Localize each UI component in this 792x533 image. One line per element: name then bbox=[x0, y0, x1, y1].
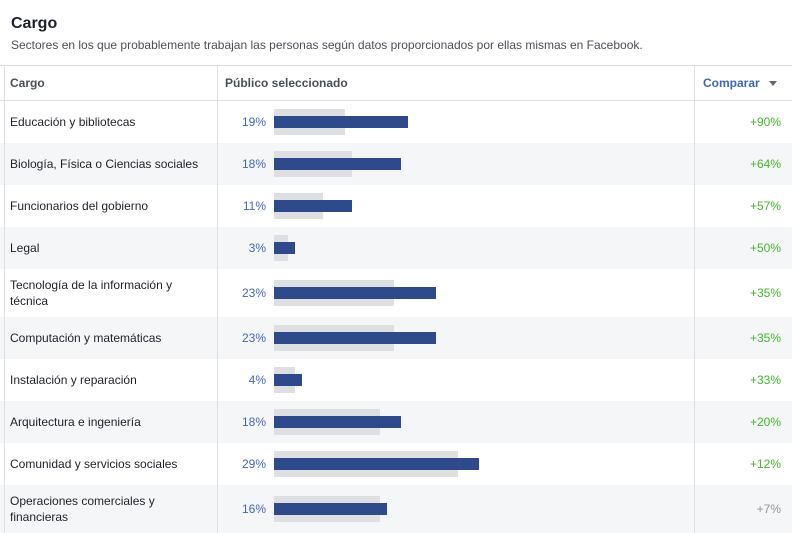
row-bars bbox=[274, 101, 674, 143]
table-row: Legal 3% +50% bbox=[0, 227, 792, 269]
panel-title: Cargo bbox=[11, 15, 58, 32]
row-bars bbox=[274, 359, 674, 401]
rows-list: Educación y bibliotecas 19% +90% Biología, … bbox=[0, 101, 792, 533]
compare-dropdown[interactable]: Comparar bbox=[694, 66, 792, 100]
selected-audience-bar bbox=[274, 416, 401, 428]
row-comparison-delta: +57% bbox=[749, 199, 781, 213]
row-label: Biología, Física o Ciencias sociales bbox=[10, 157, 199, 171]
selected-audience-bar bbox=[274, 503, 387, 515]
selected-audience-bar bbox=[274, 332, 436, 344]
table-row: Funcionarios del gobierno 11% +57% bbox=[0, 185, 792, 227]
selected-audience-bar bbox=[274, 158, 401, 170]
row-comparison-delta: +20% bbox=[749, 415, 781, 429]
row-comparison-delta: +33% bbox=[749, 373, 781, 387]
panel-subtitle: Sectores en los que probablemente trabaj… bbox=[11, 38, 643, 52]
row-comparison-delta: +7% bbox=[756, 502, 781, 516]
caret-down-icon bbox=[768, 81, 777, 87]
row-percentage: 16% bbox=[241, 502, 266, 516]
row-label: Comunidad y servicios sociales bbox=[10, 457, 178, 471]
row-label: Operaciones comerciales y financieras bbox=[10, 494, 155, 524]
row-bars bbox=[274, 227, 674, 269]
row-label: Instalación y reparación bbox=[10, 373, 137, 387]
row-bars bbox=[274, 443, 674, 485]
table-row: Comunidad y servicios sociales 29% +12% bbox=[0, 443, 792, 485]
row-percentage: 11% bbox=[242, 199, 266, 213]
table-row: Tecnología de la información y técnica 23… bbox=[0, 269, 792, 317]
row-percentage: 23% bbox=[241, 331, 266, 345]
row-comparison-delta: +35% bbox=[749, 286, 781, 300]
table-row: Educación y bibliotecas 19% +90% bbox=[0, 101, 792, 143]
row-comparison-delta: +35% bbox=[749, 331, 781, 345]
row-comparison-delta: +64% bbox=[749, 157, 781, 171]
selected-audience-bar bbox=[274, 200, 352, 212]
selected-audience-bar bbox=[274, 242, 295, 254]
row-bars bbox=[274, 485, 674, 533]
row-label: Tecnología de la información y técnica bbox=[10, 278, 173, 308]
row-comparison-delta: +90% bbox=[749, 115, 781, 129]
row-label: Educación y bibliotecas bbox=[10, 115, 136, 129]
column-header-cargo: Cargo bbox=[10, 76, 45, 90]
column-header-selected-audience: Público seleccionado bbox=[225, 76, 348, 90]
selected-audience-bar bbox=[274, 287, 436, 299]
compare-label: Comparar bbox=[703, 76, 760, 90]
table-row: Biología, Física o Ciencias sociales 18% +… bbox=[0, 143, 792, 185]
table-row: Computación y matemáticas 23% +35% bbox=[0, 317, 792, 359]
row-bars bbox=[274, 143, 674, 185]
selected-audience-bar bbox=[274, 116, 408, 128]
row-bars bbox=[274, 401, 674, 443]
row-comparison-delta: +12% bbox=[749, 457, 781, 471]
row-label: Computación y matemáticas bbox=[10, 331, 162, 345]
divider bbox=[4, 66, 5, 533]
row-comparison-delta: +50% bbox=[749, 241, 781, 255]
row-percentage: 18% bbox=[241, 415, 266, 429]
row-label: Arquitectura e ingeniería bbox=[10, 415, 141, 429]
table-row: Instalación y reparación 4% +33% bbox=[0, 359, 792, 401]
row-label: Funcionarios del gobierno bbox=[10, 199, 149, 213]
selected-audience-bar bbox=[274, 458, 479, 470]
row-percentage: 4% bbox=[248, 373, 266, 387]
row-percentage: 29% bbox=[241, 457, 266, 471]
row-percentage: 23% bbox=[241, 286, 266, 300]
table-row: Arquitectura e ingeniería 18% +20% bbox=[0, 401, 792, 443]
row-percentage: 19% bbox=[241, 115, 266, 129]
divider bbox=[217, 66, 218, 533]
row-percentage: 3% bbox=[248, 241, 266, 255]
column-headers: Cargo Público seleccionado Comparar bbox=[0, 66, 792, 101]
row-percentage: 18% bbox=[241, 157, 266, 171]
selected-audience-bar bbox=[274, 374, 302, 386]
panel-header: Cargo Sectores en los que probablemente … bbox=[0, 0, 792, 66]
row-bars bbox=[274, 317, 674, 359]
row-bars bbox=[274, 269, 674, 317]
divider bbox=[694, 66, 695, 533]
row-bars bbox=[274, 185, 674, 227]
table-row: Operaciones comerciales y financieras 16%… bbox=[0, 485, 792, 533]
row-label: Legal bbox=[10, 241, 40, 255]
